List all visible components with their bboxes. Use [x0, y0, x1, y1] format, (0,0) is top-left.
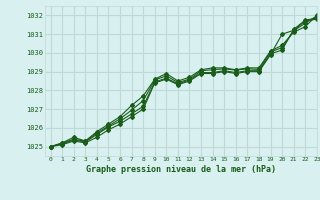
X-axis label: Graphe pression niveau de la mer (hPa): Graphe pression niveau de la mer (hPa): [86, 165, 276, 174]
